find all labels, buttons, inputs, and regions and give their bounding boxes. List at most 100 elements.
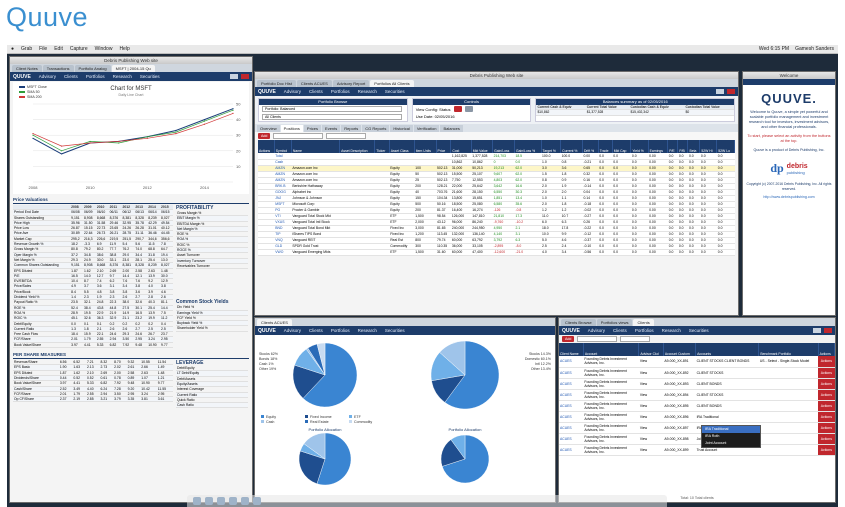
dock-notes-icon[interactable] [241,497,249,505]
row-actions[interactable] [258,165,275,172]
position-row[interactable]: AMZN Amazon.com Inc Equity 25 502.13 7,750 12,… [258,177,735,184]
column-header[interactable]: Price [436,140,452,153]
column-header[interactable]: Benchmark Portfolio [758,343,819,356]
client-cell[interactable]: ACUES [559,400,584,412]
column-header[interactable]: Symbol [274,140,292,153]
portfolio-subtab[interactable]: Events [322,125,341,132]
account-dropdown[interactable]: IRA Traditional IRA Roth Joint Account [701,425,761,448]
user-box[interactable] [813,328,821,333]
column-header[interactable]: Account Custom [663,343,697,356]
client-row[interactable]: ACUES Founding Debris Investment Advisors… [559,433,835,445]
portfolio-subtab[interactable]: Positions [280,125,303,132]
column-header[interactable]: Target % [541,140,562,153]
logout-button[interactable] [824,328,832,333]
row-actions[interactable] [258,243,275,250]
add-client-button[interactable]: Add [562,336,575,342]
nav-item[interactable]: Clients [613,328,627,333]
position-cell[interactable]: PG [274,207,292,214]
position-row[interactable]: PG Procter & Gamble Equity 200 81.37 16,400 16… [258,207,735,214]
client-cell[interactable]: View [638,400,664,412]
column-header[interactable]: Cost [450,140,472,153]
menu-item[interactable]: Capture [69,46,88,52]
view-config-save[interactable] [464,106,473,112]
position-cell[interactable]: GLD [274,243,292,250]
row-actions[interactable] [258,207,275,214]
client-cell[interactable]: View [638,356,664,368]
client-actions-button[interactable]: Actions [818,367,835,379]
row-actions[interactable] [258,237,275,244]
position-cell[interactable]: Total [274,153,292,160]
column-header[interactable]: Advisor Ckd [638,343,664,356]
position-cell[interactable]: VTI [274,213,292,220]
dropdown-option[interactable]: IRA Roth [705,434,720,438]
add-position-button[interactable]: Add [258,133,271,139]
nav-item[interactable]: Advisory [38,74,57,79]
position-row[interactable]: VTI Vanguard Total Stock Mkt ETF 1,500 98.54… [258,213,735,220]
client-cell[interactable]: View [638,378,664,390]
client-cell[interactable]: View [638,444,664,456]
pie-slice[interactable] [439,340,466,376]
columns-select[interactable] [326,133,367,139]
client-cell[interactable]: ACUES [559,356,584,368]
window-tab[interactable]: Portfolio Doc Hist [257,80,296,87]
row-actions[interactable] [258,201,275,208]
position-row[interactable]: BND Vanguard Total Bond Mkt Fixed Inc 3,000… [258,225,735,232]
client-row[interactable]: ACUES Founding Debris Investment Advisors… [559,378,835,390]
client-cell[interactable]: View [638,367,664,379]
client-row[interactable]: ACUES Founding Debris Investment Advisors… [559,411,835,423]
client-cell[interactable]: ACUES [559,411,584,423]
window-tab[interactable]: Clients [633,319,654,326]
client-actions-button[interactable]: Actions [818,422,835,434]
row-actions[interactable] [258,225,275,232]
position-row[interactable]: GOOG Alphabet Inc Equity 40 703.76 21,600 28,1… [258,189,735,196]
client-actions-button[interactable]: Actions [818,444,835,456]
portfolio-subtab[interactable]: Balances [440,125,463,132]
column-header[interactable]: Earnings [648,140,669,153]
logout-button[interactable] [727,89,735,94]
client-filter-input[interactable] [577,336,618,342]
column-header[interactable]: Beta [687,140,701,153]
position-row[interactable]: VNQ Vanguard REIT Real Est 800 79.74 60,000 63… [258,237,735,244]
position-cell[interactable]: MSFT [274,201,292,208]
position-cell[interactable]: Cash [274,159,292,166]
column-header[interactable]: Client Name [559,343,584,356]
window-tab[interactable]: Portfolios All Clients [370,80,414,87]
client-cell[interactable]: View [638,433,664,445]
nav-item[interactable]: Advisory [283,89,302,94]
position-cell[interactable]: VWO [274,249,292,256]
column-header[interactable]: Name [291,140,341,153]
dropdown-option[interactable]: Joint Account [705,441,727,445]
nav-item[interactable]: Portfolios [85,74,105,79]
column-header[interactable]: Account [583,343,640,356]
column-header[interactable]: Asset Description [339,140,376,153]
window-tab[interactable]: MSFT | 2004-15 Qu [111,65,155,72]
column-header[interactable]: Asset Class [389,140,415,153]
dock-browser-icon[interactable] [205,497,213,505]
position-cell[interactable]: AMZN [274,171,292,178]
nav-item[interactable]: Clients [309,328,323,333]
column-header[interactable]: Ticker [374,140,390,153]
portfolio-select[interactable]: Portfolio: Balanced [262,106,402,112]
client-cell[interactable]: ACUES [559,367,584,379]
column-header[interactable]: Drift % [582,140,599,153]
client-cell[interactable]: View [638,389,664,401]
portfolio-subtab[interactable]: Reports [341,125,362,132]
column-header[interactable]: Actions [818,343,835,356]
nav-item[interactable]: Portfolios [634,328,654,333]
position-row[interactable]: VWO Vanguard Emerging Mkts ETF 1,500 31.60 60… [258,249,735,256]
menu-item[interactable]: Edit [54,46,63,52]
dock-settings-icon[interactable] [253,497,261,505]
menu-item[interactable]: Grab [21,46,33,52]
app-logo[interactable]: QUUVE [258,88,276,95]
client-actions-button[interactable]: Actions [818,356,835,368]
dock-finder-icon[interactable] [193,497,201,505]
client-row[interactable]: ACUES Founding Debris Investment Advisors… [559,367,835,379]
client-row[interactable]: ACUES Founding Debris Investment Advisors… [559,422,835,434]
client-row[interactable]: ACUES Founding Debris Investment Advisors… [559,400,835,412]
column-header[interactable]: Mkt Value [471,140,494,153]
portfolio-subtab[interactable]: Prices [303,125,322,132]
client-columns-select[interactable] [620,336,651,342]
client-actions-button[interactable]: Actions [818,433,835,445]
position-row[interactable]: JNJ Johnson & Johnson Equity 150 104.34 13,80… [258,195,735,202]
view-config-button[interactable] [453,106,462,112]
